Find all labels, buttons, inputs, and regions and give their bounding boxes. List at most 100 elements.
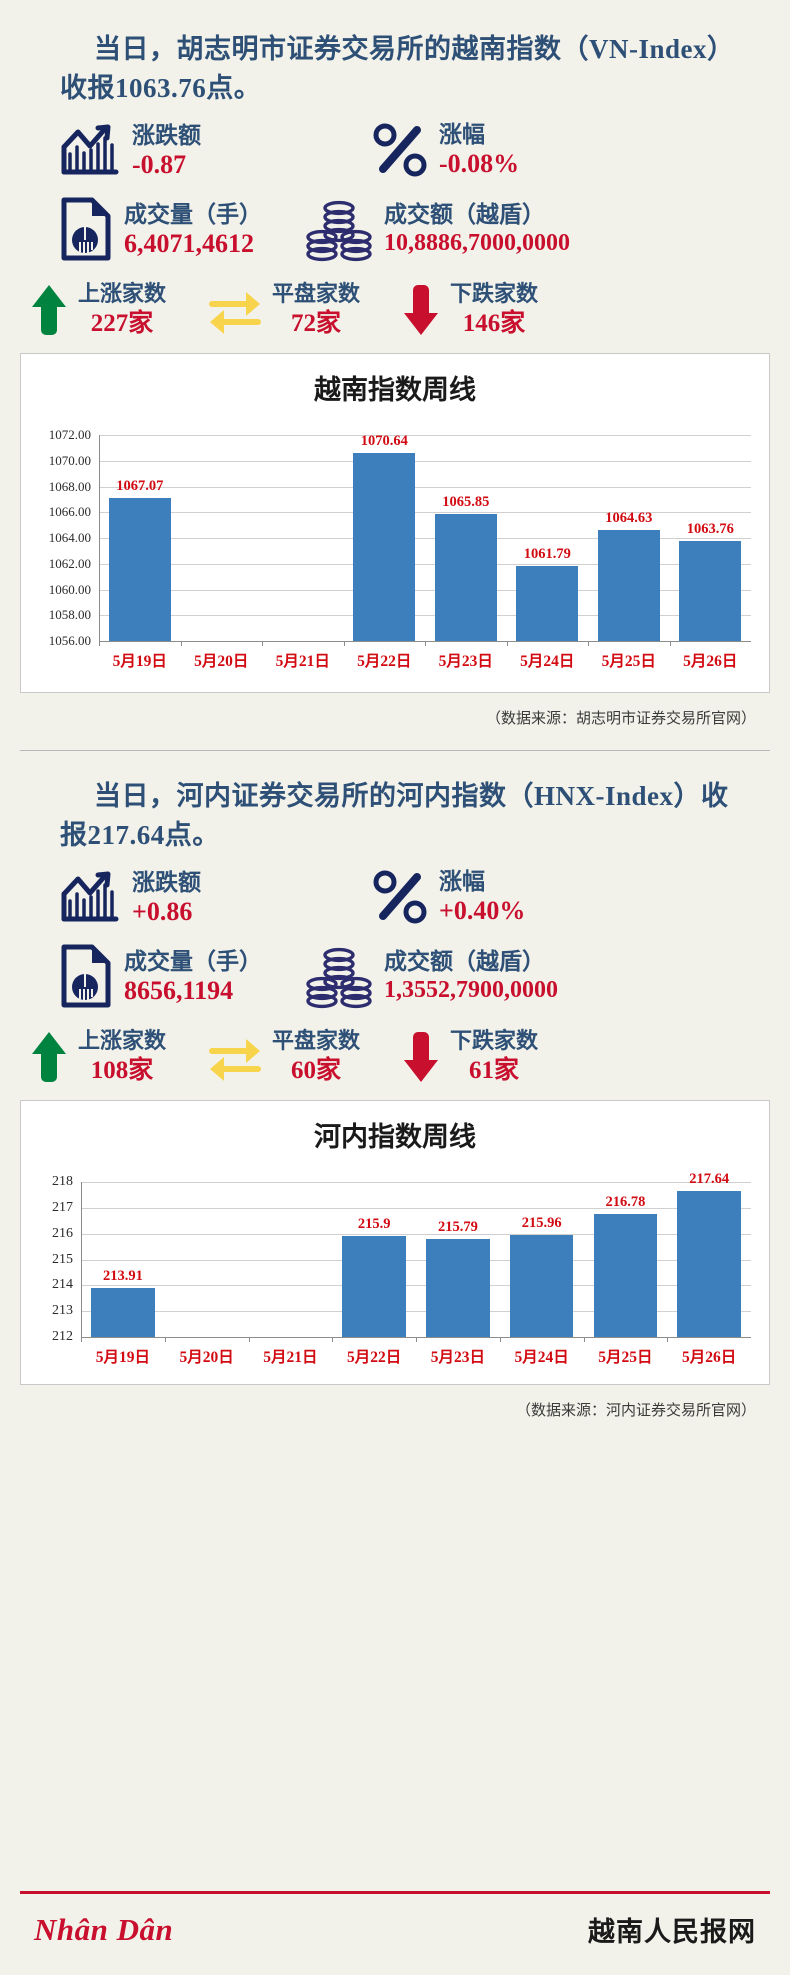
chart-gridline [81,1285,751,1286]
brand-logo-nhandan: Nhân Dân [34,1911,174,1947]
stat2-advancers: 上涨家数 108家 [28,1027,166,1086]
stat-change-amount-label: 涨跌额 [132,121,201,148]
chart-x-tick: 5月25日 [601,653,656,670]
chart-bar-value-label: 1061.79 [523,546,571,563]
chart-gridline [99,461,751,462]
stat-decliners-text: 下跌家数 146家 [450,280,538,339]
chart-x-tick-mark [588,641,589,646]
chart-y-axis [81,1182,82,1337]
chart-x-tick-mark [499,1337,501,1342]
stat2-change-percent-value: +0.40% [439,896,526,925]
stat2-decliners-value: 61家 [469,1057,520,1084]
chart-gridline [81,1311,751,1312]
stat-unchanged-text: 平盘家数 72家 [272,280,360,339]
chart2-plot: 212 213 214 215 216 217 218 213.91 5月19日 5月20日 5月2… [21,1160,769,1375]
red-down-arrow-icon [400,282,442,338]
chart-card-hnxindex: 河内指数周线 212 213 214 215 216 217 218 213.91 5月19日 5… [20,1100,770,1385]
section-divider [20,750,770,751]
stat-volume-text: 成交量（手） 6,4071,4612 [124,200,262,259]
stat-decliners-label: 下跌家数 [450,281,539,306]
red-down-arrow-icon [400,1029,442,1085]
chart-x-tick: 5月25日 [598,1349,653,1366]
percent-icon [371,121,429,179]
chart-x-tick: 5月19日 [95,1349,151,1366]
chart-x-tick: 5月21日 [275,653,330,670]
chart-x-tick: 5月20日 [179,1349,234,1366]
chart1-title: 越南指数周线 [314,375,476,405]
stat-decliners: 下跌家数 146家 [400,280,538,339]
stat-change-percent-text: 涨幅 -0.08% [439,120,519,179]
stat-volume-label: 成交量（手） [124,200,262,227]
stat-volume: 成交量（手） 6,4071,4612 [58,196,262,262]
stat2-decliners-label: 下跌家数 [450,1028,539,1053]
chart-bar-value-label: 216.78 [605,1193,646,1210]
stat-unchanged-label: 平盘家数 [272,281,361,306]
chart-bar-value-label: 1063.76 [686,521,734,538]
stat2-change-amount-text: 涨跌额 +0.86 [132,868,201,927]
chart-bar [516,566,579,641]
chart-gridline [99,435,751,436]
section1-stat-row-change: 涨跌额 -0.87 涨幅 -0.08% [0,108,790,180]
section2-stat-row-change: 涨跌额 +0.86 涨幅 +0.40% [0,855,790,927]
section2-headline: 当日，河内证券交易所的河内指数（HNX-Index）收报217.64点。 [0,751,790,855]
stat2-advancers-label: 上涨家数 [78,1028,167,1053]
chart-gridline [99,590,751,591]
chart-bar [434,514,497,641]
stat-advancers: 上涨家数 227家 [28,280,166,339]
stat-change-percent-label: 涨幅 [439,121,485,147]
chart-y-tick: 216 [52,1225,73,1241]
chart1-plot: 1056.00 1058.00 1060.00 1062.00 1064.00 1066.… [21,413,769,681]
stat2-unchanged-text: 平盘家数 60家 [272,1027,360,1086]
chart-x-tick: 5月26日 [683,653,738,670]
stat2-unchanged-label: 平盘家数 [272,1028,361,1053]
chart-y-tick: 212 [52,1329,73,1344]
chart-bar [509,1234,574,1337]
stat-advancers-value: 227家 [90,310,154,337]
coin-stack-icon [304,943,374,1009]
stat2-advancers-text: 上涨家数 108家 [78,1027,166,1086]
stat-advancers-text: 上涨家数 227家 [78,280,166,339]
chart-bar [426,1239,490,1337]
section1-stat-row-volume: 成交量（手） 6,4071,4612 [0,180,790,262]
stat2-volume-text: 成交量（手） 8656,1194 [124,947,262,1006]
stat2-turnover-value: 1,3552,7900,0000 [384,976,558,1003]
yellow-exchange-arrow-icon [206,284,264,336]
chart-bar-value-label: 1065.85 [442,494,490,511]
chart-y-tick: 1066.00 [48,504,91,520]
chart-bar [677,1191,741,1337]
chart-y-tick: 215 [52,1251,73,1267]
stat-volume-value: 6,4071,4612 [124,228,254,258]
chart-gridline [99,615,751,616]
chart-bar-value-label: 215.79 [437,1219,478,1236]
stat-turnover-label: 成交额（越盾） [384,200,545,227]
stat2-turnover-label: 成交额（越盾） [384,947,545,974]
trend-up-icon [58,120,122,180]
chart-x-tick-mark [343,641,345,646]
document-chart-icon [58,196,114,262]
chart2-source: （数据来源：河内证券交易所官网） [515,1402,756,1419]
chart-x-tick-mark [667,1337,669,1342]
chart-gridline [81,1208,751,1209]
chart-bar-value-label: 1067.07 [116,478,164,495]
chart1-source: （数据来源：胡志明市证券交易所官网） [485,710,756,727]
footer-rule [20,1891,770,1894]
chart-x-tick-mark [180,641,182,646]
chart-x-tick-mark [669,641,671,646]
chart-bar-value-label: 1064.63 [605,509,653,526]
chart-gridline [99,564,751,565]
chart-gridline [81,1182,751,1183]
chart-x-tick-mark [99,641,100,646]
stat-change-amount-text: 涨跌额 -0.87 [132,121,201,180]
chart-bar-value-label: 217.64 [689,1171,730,1188]
chart-x-tick: 5月24日 [514,1349,569,1366]
chart-y-tick: 214 [52,1277,73,1293]
chart-x-tick-mark [583,1337,585,1342]
chart-y-tick: 217 [52,1199,73,1215]
chart-x-tick: 5月19日 [112,653,167,670]
stat-decliners-value: 146家 [462,310,526,337]
section1-headline: 当日，胡志明市证券交易所的越南指数（VN-Index）收报1063.76点。 [0,0,790,108]
stat2-change-amount-value: +0.86 [132,896,193,926]
chart-y-tick: 1064.00 [48,530,91,545]
section2-stat-row-breadth: 上涨家数 108家 平盘家数 60家 下跌家数 [0,1009,790,1086]
